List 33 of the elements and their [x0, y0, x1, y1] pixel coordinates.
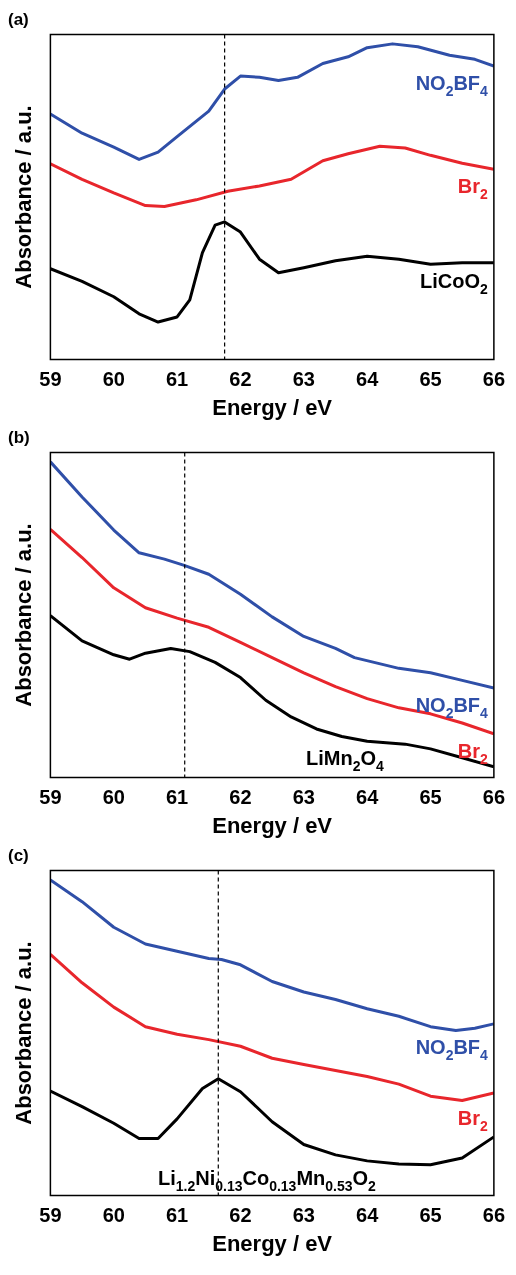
x-tick-label: 63: [292, 1204, 315, 1227]
x-tick-label: 59: [39, 368, 62, 391]
x-tick-label: 62: [229, 1204, 252, 1227]
x-tick-label: 64: [356, 786, 380, 809]
x-tick-label: 66: [482, 786, 505, 809]
x-tick-label: 63: [292, 786, 315, 809]
x-axis-title: Energy / eV: [212, 812, 333, 838]
x-tick-label: 59: [39, 1204, 62, 1227]
x-tick-label: 61: [165, 786, 189, 809]
x-tick-label: 66: [482, 368, 505, 391]
x-tick-label: 64: [356, 368, 380, 391]
y-axis-title: Absorbance / a.u.: [11, 941, 37, 1125]
x-tick-label: 64: [356, 1204, 380, 1227]
chart-title: (c): [8, 845, 29, 865]
x-tick-label: 62: [229, 368, 252, 391]
y-axis-title: Absorbance / a.u.: [11, 105, 37, 289]
chart-title: (a): [8, 9, 29, 29]
x-tick-label: 66: [482, 1204, 505, 1227]
x-tick-label: 65: [419, 786, 442, 809]
chart-title: (b): [8, 427, 30, 447]
x-axis-title: Energy / eV: [212, 394, 333, 420]
x-tick-label: 65: [419, 1204, 442, 1227]
x-tick-label: 60: [102, 368, 125, 391]
x-tick-label: 59: [39, 786, 62, 809]
x-tick-label: 60: [102, 786, 125, 809]
x-tick-label: 63: [292, 368, 315, 391]
x-tick-label: 62: [229, 786, 252, 809]
x-tick-label: 60: [102, 1204, 125, 1227]
x-tick-label: 61: [165, 1204, 189, 1227]
x-axis-title: Energy / eV: [212, 1230, 333, 1256]
y-axis-title: Absorbance / a.u.: [11, 523, 37, 707]
x-tick-label: 65: [419, 368, 442, 391]
x-tick-label: 61: [165, 368, 189, 391]
